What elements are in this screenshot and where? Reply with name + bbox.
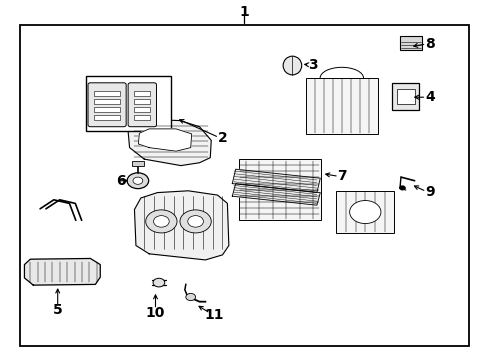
- Circle shape: [180, 210, 211, 233]
- Polygon shape: [232, 184, 320, 205]
- Bar: [134, 99, 150, 104]
- Bar: [134, 107, 150, 112]
- Bar: [132, 161, 143, 166]
- Text: 5: 5: [53, 303, 62, 317]
- Text: 4: 4: [425, 90, 434, 104]
- Bar: [391, 83, 418, 110]
- Bar: [336, 191, 393, 233]
- Text: 10: 10: [145, 306, 165, 320]
- Polygon shape: [128, 120, 211, 166]
- Text: 7: 7: [337, 170, 346, 183]
- Bar: [85, 76, 171, 131]
- Ellipse shape: [283, 56, 301, 75]
- Polygon shape: [24, 258, 100, 285]
- Polygon shape: [138, 129, 191, 151]
- Circle shape: [127, 173, 148, 189]
- Bar: [94, 91, 120, 96]
- Circle shape: [153, 216, 169, 227]
- Bar: [134, 115, 150, 120]
- Circle shape: [185, 293, 195, 301]
- Circle shape: [187, 216, 203, 227]
- Bar: [399, 36, 421, 50]
- Bar: [94, 99, 120, 104]
- Polygon shape: [232, 169, 320, 193]
- Bar: [94, 115, 120, 120]
- Bar: [94, 107, 120, 112]
- FancyBboxPatch shape: [128, 83, 156, 127]
- Bar: [20, 25, 468, 346]
- Circle shape: [133, 177, 142, 184]
- Text: 6: 6: [116, 174, 126, 188]
- Text: 3: 3: [307, 58, 317, 72]
- Text: 1: 1: [239, 5, 249, 18]
- FancyBboxPatch shape: [88, 83, 126, 127]
- Bar: [396, 89, 414, 104]
- Polygon shape: [134, 191, 228, 260]
- Circle shape: [399, 186, 405, 190]
- Text: 11: 11: [204, 308, 224, 322]
- Text: 8: 8: [425, 37, 434, 51]
- Text: 9: 9: [425, 185, 434, 198]
- Circle shape: [145, 210, 177, 233]
- Bar: [134, 91, 150, 96]
- Bar: [305, 78, 377, 134]
- Text: 2: 2: [217, 131, 227, 144]
- Circle shape: [153, 278, 164, 287]
- Bar: [238, 159, 320, 220]
- Circle shape: [349, 201, 380, 224]
